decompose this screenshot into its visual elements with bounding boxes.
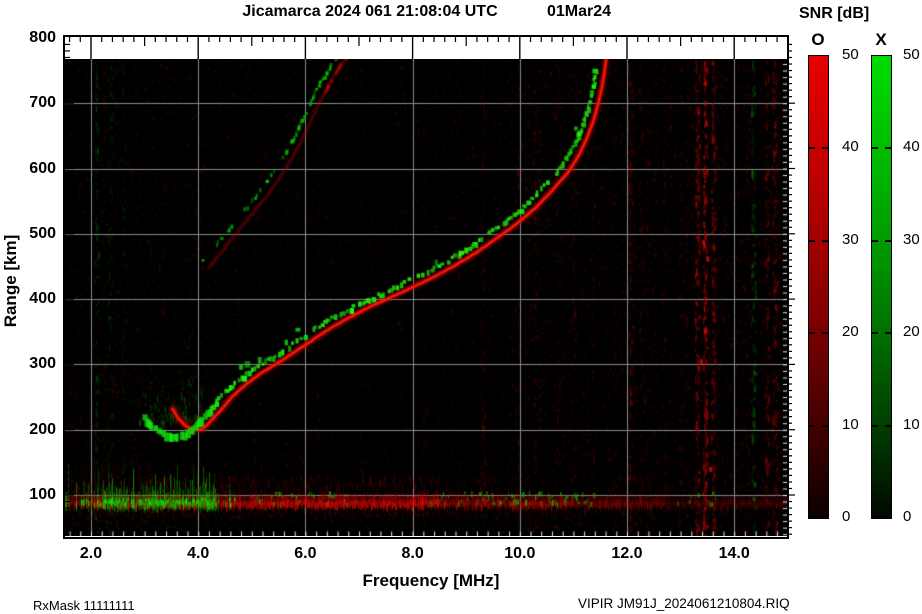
colorbar-x-tick: 10 [903,415,920,433]
ionogram-canvas [65,59,787,536]
filename-text: VIPIR JM91J_2024061210804.RIQ [578,596,790,611]
y-tick-label: 800 [29,28,56,46]
colorbar-dash [809,332,828,335]
plot-date: 01Mar24 [547,3,612,20]
colorbar-x-label: X [875,30,887,49]
x-tick-label: 14.0 [718,545,750,562]
colorbar-o-tick: 50 [842,46,859,63]
colorbar-o-label: O [811,30,825,49]
y-tick-label: 700 [29,94,56,112]
colorbar-o-tick: 20 [842,323,859,341]
colorbar-o-tick: 10 [842,415,859,433]
colorbar-dash [809,424,828,427]
colorbar-x-mode [871,55,892,519]
colorbar-x-tick: 50 [903,46,920,63]
colorbar-dash [809,147,828,150]
y-tick-label: 200 [29,420,56,438]
x-tick-label: 2.0 [79,545,103,562]
colorbar-dash [809,239,828,242]
plot-frame [63,35,789,539]
x-tick-label: 10.0 [504,545,536,562]
colorbar-dash [872,239,891,242]
y-tick-label: 500 [29,224,56,242]
colorbar-o-mode [808,55,829,519]
colorbar-dash [872,332,891,335]
rxmask-text: RxMask 11111111 [33,598,135,613]
x-tick-label: 4.0 [187,545,210,562]
colorbar-dash [872,424,891,427]
y-tick-label: 300 [29,355,56,373]
colorbar-dash [872,147,891,150]
colorbar-o-tick: 30 [842,230,859,248]
colorbar-x-tick: 20 [903,323,920,341]
colorbar-x-tick: 0 [903,508,912,525]
plot-title: Jicamarca 2024 061 21:08:04 UTC [242,3,498,20]
colorbar-x-tick: 40 [903,138,920,156]
colorbar-o-tick: 0 [842,508,851,525]
y-tick-label: 600 [29,159,56,177]
x-tick-label: 8.0 [401,545,424,562]
x-tick-label: 6.0 [294,545,317,562]
x-axis-label: Frequency [MHz] [362,571,500,590]
y-tick-label: 100 [29,486,56,503]
colorbar-x-tick: 30 [903,230,920,248]
colorbar-o-tick: 40 [842,138,859,156]
colorbar-title: SNR [dB] [799,5,870,22]
y-tick-label: 400 [29,290,56,308]
x-tick-label: 12.0 [611,545,643,562]
